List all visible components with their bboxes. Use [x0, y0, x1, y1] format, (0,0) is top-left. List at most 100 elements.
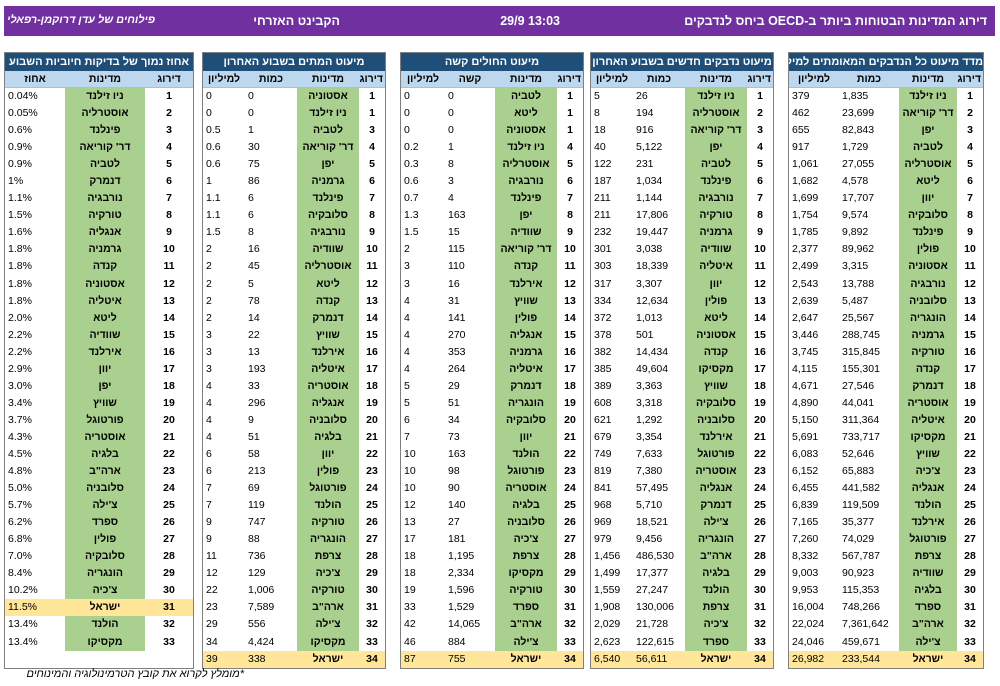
value-cell: 8	[591, 105, 633, 123]
value-cell: 0	[445, 105, 495, 123]
table-title: מיעוט המתים בשבוע האחרון	[203, 53, 385, 71]
value-cell: 7,165	[789, 514, 839, 532]
rank-cell: 21	[747, 428, 773, 446]
value-cell: 0.04%	[5, 88, 65, 106]
column-header: כמות	[633, 71, 685, 88]
country-cell: ניו זילנד	[297, 105, 359, 123]
value-cell: 8	[245, 224, 297, 242]
rank-cell: 27	[359, 531, 385, 549]
rank-cell: 21	[145, 428, 193, 446]
value-cell: 13	[401, 514, 445, 532]
value-cell: 2,029	[591, 616, 633, 634]
country-cell: מקסיקו	[297, 633, 359, 651]
country-cell: יוון	[899, 190, 957, 208]
value-cell: 56,611	[633, 650, 685, 668]
rank-cell: 19	[747, 394, 773, 412]
rank-cell: 30	[747, 582, 773, 600]
value-cell: 4	[401, 326, 445, 344]
value-cell: 140	[445, 497, 495, 515]
value-cell: 5,691	[789, 428, 839, 446]
country-cell: הולנד	[65, 616, 145, 634]
value-cell: 18,339	[633, 258, 685, 276]
rank-cell: 16	[747, 343, 773, 361]
page-title: דירוג המדינות הבטוחות ביותר ב-OECD ביחס …	[684, 14, 987, 28]
value-cell: 12,634	[633, 292, 685, 310]
rank-cell: 16	[145, 343, 193, 361]
rank-cell: 1	[557, 105, 583, 123]
country-cell: דר' קוריאה	[65, 139, 145, 157]
rank-cell: 1	[557, 122, 583, 140]
value-cell: 1.8%	[5, 275, 65, 293]
value-cell: 193	[245, 360, 297, 378]
rank-cell: 32	[145, 616, 193, 634]
value-cell: 501	[633, 326, 685, 344]
country-cell: ניו זילנד	[495, 139, 557, 157]
column-header: למיליון	[591, 71, 633, 88]
value-cell: 9,953	[789, 582, 839, 600]
rank-cell: 33	[145, 633, 193, 651]
country-cell: איטליה	[297, 360, 359, 378]
value-cell: 5	[245, 275, 297, 293]
value-cell: 39	[203, 650, 245, 668]
rank-cell: 14	[359, 309, 385, 327]
rank-cell: 26	[747, 514, 773, 532]
value-cell: 19	[401, 582, 445, 600]
value-cell: 288,745	[839, 326, 899, 344]
rank-cell: 11	[747, 258, 773, 276]
value-cell: 4.3%	[5, 428, 65, 446]
value-cell: 17	[401, 531, 445, 549]
country-cell: צ'ילה	[297, 616, 359, 634]
rank-cell: 19	[145, 394, 193, 412]
value-cell: 18	[401, 565, 445, 583]
country-cell: אוסטריה	[65, 428, 145, 446]
country-cell: הולנד	[495, 445, 557, 464]
country-cell: פולין	[685, 292, 747, 310]
column-header: מדינות	[685, 71, 747, 88]
value-cell: 49,604	[633, 360, 685, 378]
rank-cell: 1	[359, 105, 385, 123]
rank-cell: 20	[957, 411, 983, 429]
value-cell: 301	[591, 241, 633, 259]
value-cell: 10	[401, 463, 445, 481]
rank-cell: 26	[557, 514, 583, 532]
column-header: מדינות	[65, 71, 145, 88]
country-cell: טורקיה	[65, 207, 145, 225]
rank-cell: 7	[957, 190, 983, 208]
rank-cell: 21	[359, 428, 385, 446]
country-cell: אסטוניה	[899, 258, 957, 276]
country-cell: ניו זילנד	[899, 88, 957, 106]
rank-cell: 14	[145, 309, 193, 327]
rank-cell: 33	[359, 633, 385, 651]
value-cell: 4	[445, 190, 495, 208]
value-cell: 7,589	[245, 599, 297, 617]
value-cell: 0	[445, 122, 495, 140]
value-cell: 25,567	[839, 309, 899, 327]
value-cell: 18,521	[633, 514, 685, 532]
rank-cell: 3	[957, 122, 983, 140]
value-cell: 5.0%	[5, 480, 65, 498]
rank-cell: 32	[957, 616, 983, 634]
value-cell: 27,247	[633, 582, 685, 600]
value-cell: 459,671	[839, 633, 899, 651]
value-cell: 18	[401, 548, 445, 566]
value-cell: 73	[445, 428, 495, 446]
country-cell: דר' קוריאה	[495, 241, 557, 259]
value-cell: 0	[401, 122, 445, 140]
country-cell: איטליה	[495, 360, 557, 378]
value-cell: 90,923	[839, 565, 899, 583]
country-cell: מקסיקו	[899, 428, 957, 446]
country-cell: ישראל	[65, 599, 145, 617]
value-cell: 110	[445, 258, 495, 276]
country-cell: פורטוגל	[297, 480, 359, 498]
value-cell: 3	[203, 343, 245, 361]
country-cell: צ'ילה	[495, 633, 557, 651]
value-cell: 6	[203, 445, 245, 464]
country-cell: אירלנד	[685, 428, 747, 446]
value-cell: 7,633	[633, 445, 685, 464]
table-title: אחוז נמוך של בדיקות חיוביות השבוע	[5, 53, 193, 71]
value-cell: 11.5%	[5, 599, 65, 617]
value-cell: 8,332	[789, 548, 839, 566]
value-cell: 1,559	[591, 582, 633, 600]
value-cell: 33	[401, 599, 445, 617]
table-deaths-week: מיעוט המתים בשבוע האחרון דירוג מדינות כמות ל…	[202, 52, 386, 669]
